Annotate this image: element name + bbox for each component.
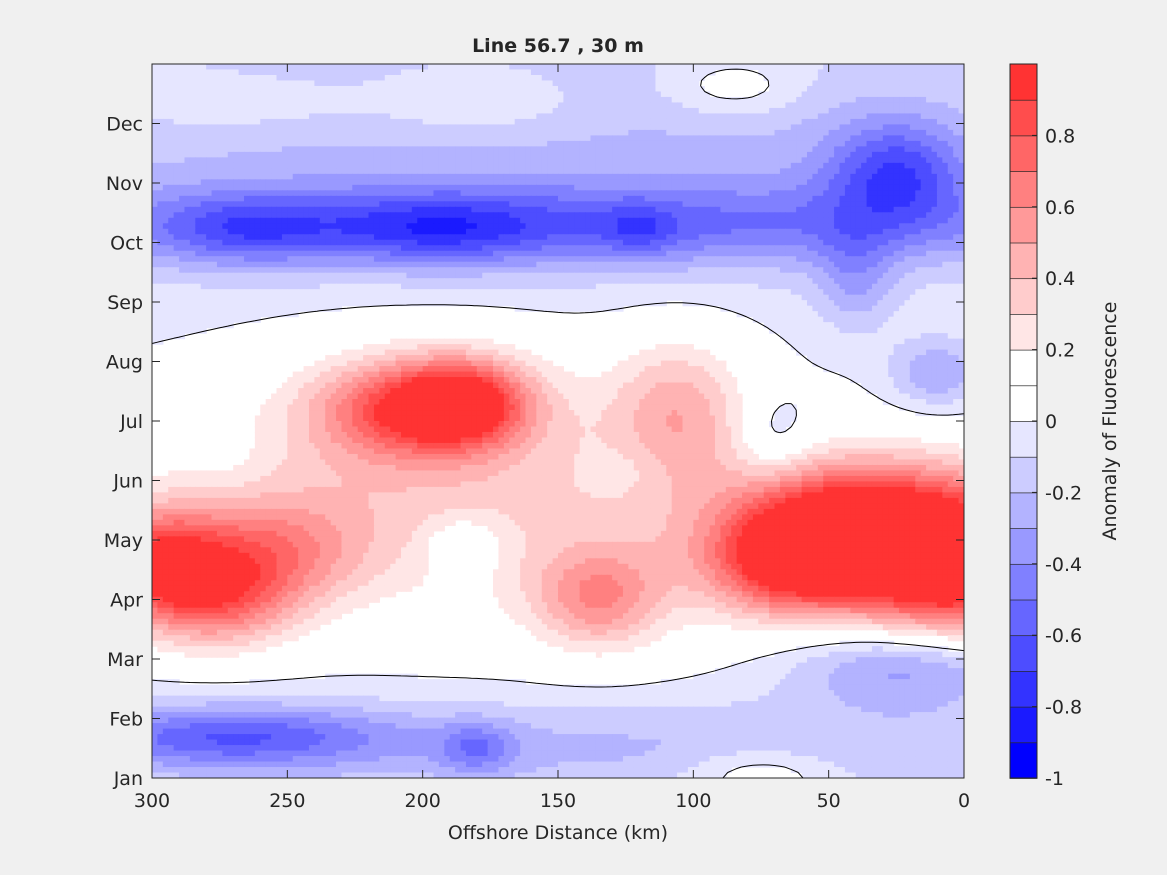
y-tick-label: Feb [109,709,143,731]
x-tick-label: 50 [817,790,841,812]
y-tick-label: May [104,530,143,552]
colorbar-band [1009,242,1038,280]
colorbar-tick-label: 0.4 [1045,268,1075,290]
chart-title: Line 56.7 , 30 m [472,35,644,57]
colorbar-band [1009,170,1038,208]
contour-fill [152,64,964,778]
y-tick-label: Oct [110,233,143,255]
y-axis-ticks: Jan Feb Mar Apr May Jun Jul Aug Sep Oct Nov Dec [104,114,964,790]
colorbar-band [1009,349,1038,387]
colorbar-band [1009,599,1038,637]
colorbar-tick-label: -0.8 [1045,697,1082,719]
colorbar-band [1009,563,1038,601]
colorbar-ticks: 0.8 0.6 0.4 0.2 0 -0.2 -0.4 -0.6 -0.8 -1 [1032,125,1082,790]
colorbar-band [1009,741,1038,779]
x-axis-ticks: 300 250 200 150 100 50 0 [134,64,970,812]
y-tick-label: Mar [107,649,143,671]
colorbar-band [1009,527,1038,565]
colorbar-tick-label: 0.6 [1045,197,1075,219]
colorbar-band [1009,384,1038,422]
colorbar-tick-label: 0 [1045,411,1057,433]
y-tick-label: Jul [119,411,143,433]
colorbar-band [1009,206,1038,244]
y-tick-label: Dec [106,114,143,136]
colorbar-band [1009,706,1038,744]
colorbar-bands [1009,63,1038,779]
colorbar-band [1009,670,1038,708]
x-tick-label: 150 [540,790,576,812]
x-tick-label: 300 [134,790,170,812]
colorbar-tick-label: -0.4 [1045,554,1082,576]
y-tick-label: Aug [106,352,143,374]
colorbar-band [1009,634,1038,672]
colorbar-band [1009,313,1038,351]
y-tick-label: Apr [110,590,143,612]
colorbar-band [1009,63,1038,101]
x-tick-label: 200 [405,790,441,812]
colorbar-tick-label: 0.8 [1045,125,1075,147]
colorbar: 0.8 0.6 0.4 0.2 0 -0.2 -0.4 -0.6 -0.8 -1 Anomaly … [1009,63,1121,790]
colorbar-tick-label: 0.2 [1045,340,1075,362]
colorbar-band [1009,492,1038,529]
colorbar-label: Anomaly of Fluorescence [1099,302,1121,541]
y-tick-label: Nov [106,173,143,195]
x-tick-label: 0 [958,790,970,812]
colorbar-tick-label: -0.6 [1045,625,1082,647]
x-axis-label: Offshore Distance (km) [448,822,668,844]
y-tick-label: Jan [113,768,143,790]
plot-area: 300 250 200 150 100 50 0 Jan Feb Mar Apr May Jun Jul… [104,63,970,812]
colorbar-band [1009,277,1038,315]
y-tick-label: Jun [112,471,143,493]
colorbar-band [1009,456,1038,494]
colorbar-tick-label: -0.2 [1045,482,1082,504]
colorbar-tick-label: -1 [1045,768,1064,790]
zero-contour-line [152,68,964,778]
colorbar-band [1009,99,1038,137]
colorbar-band [1009,135,1038,172]
colorbar-band [1009,420,1038,458]
x-tick-label: 250 [269,790,305,812]
y-tick-label: Sep [107,292,143,314]
x-tick-label: 100 [675,790,711,812]
